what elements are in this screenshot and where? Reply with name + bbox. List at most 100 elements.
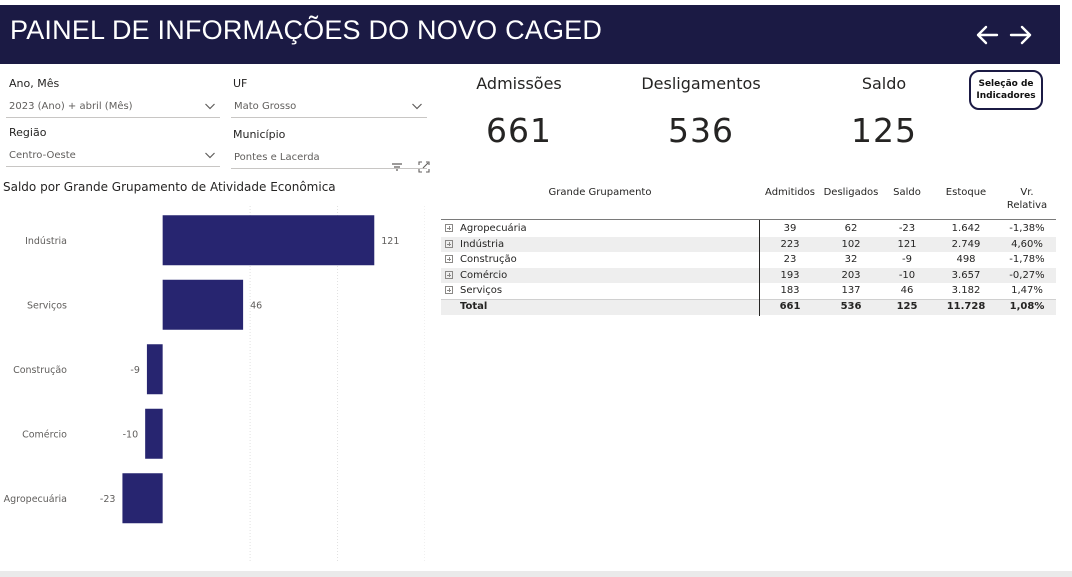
- kpi-admissoes-label: Admissões: [476, 74, 562, 93]
- bar[interactable]: [146, 344, 163, 395]
- chevron-down-icon: [411, 100, 423, 112]
- expand-plus-icon[interactable]: [445, 224, 453, 232]
- table-cell-saldo: -23: [898, 223, 916, 234]
- data-label: -9: [130, 365, 139, 376]
- table-total-rule: [441, 298, 1056, 300]
- chevron-down-icon: [204, 100, 216, 112]
- table-cell-saldo: 125: [896, 301, 918, 312]
- expand-plus-icon[interactable]: [445, 270, 453, 279]
- table-header-estoque: Estoque: [945, 187, 987, 198]
- table-cell-desligados: 62: [844, 223, 858, 234]
- table-header-admitidos: Admitidos: [765, 187, 815, 198]
- filter-uf-dropdown[interactable]: Mato Grosso: [231, 96, 427, 118]
- data-label: 46: [250, 300, 262, 311]
- filter-ano-mes-label: Ano, Mês: [9, 77, 60, 90]
- kpi-saldo-value: 125: [851, 111, 917, 150]
- focus-mode-icon[interactable]: [417, 160, 431, 174]
- filter-uf-label: UF: [233, 77, 248, 90]
- table-cell-estoque: 3.657: [951, 269, 981, 281]
- table-row[interactable]: Indústria 223 102 121 2.749 4,60%: [441, 236, 1056, 253]
- expand-plus-icon[interactable]: [445, 286, 453, 295]
- table-cell-estoque: 3.182: [951, 285, 981, 297]
- table-cell-admitidos: 39: [783, 223, 797, 234]
- table-cell-estoque: 498: [956, 254, 976, 266]
- table-row[interactable]: Construção 23 32 -9 498 -1,78%: [441, 252, 1056, 268]
- kpi-saldo-label: Saldo: [861, 74, 907, 93]
- table-row[interactable]: Serviços 183 137 46 3.182 1,47%: [441, 283, 1056, 299]
- table-cell-vr: -1,78%: [1009, 254, 1045, 266]
- table-cell-vr: 1,08%: [1009, 301, 1045, 312]
- table-cell-desligados: 536: [840, 301, 862, 312]
- table-cell-grupo: Total: [460, 301, 488, 312]
- indicator-selection-button[interactable]: Seleção de Indicadores: [969, 70, 1043, 110]
- bar[interactable]: [162, 279, 244, 330]
- category-label: Serviços: [27, 300, 67, 311]
- category-label: Comércio: [22, 429, 67, 440]
- table-cell-saldo: 46: [900, 285, 914, 297]
- table-header-vr: Vr. Relativa: [1000, 186, 1054, 212]
- page-title: PAINEL DE INFORMAÇÕES DO NOVO CAGED: [10, 15, 603, 45]
- data-label: 121: [381, 236, 399, 247]
- table-header-grupo: Grande Grupamento: [548, 187, 652, 198]
- table-cell-estoque: 1.642: [951, 223, 981, 234]
- table-cell-admitidos: 193: [780, 269, 800, 281]
- table-cell-desligados: 102: [841, 238, 861, 250]
- expand-plus-icon[interactable]: [445, 239, 453, 248]
- header-bar: PAINEL DE INFORMAÇÕES DO NOVO CAGED: [0, 5, 1060, 64]
- table-header-rule: [441, 219, 1056, 220]
- filter-ano-mes-value: 2023 (Ano) + abril (Mês): [9, 101, 133, 112]
- bar[interactable]: [122, 473, 163, 524]
- table-cell-vr: 4,60%: [1011, 238, 1043, 250]
- table-cell-vr: -1,38%: [1009, 223, 1045, 234]
- kpi-desligamentos-value: 536: [668, 111, 734, 150]
- table-cell-estoque: 2.749: [951, 238, 981, 250]
- chart-title: Saldo por Grande Grupamento de Atividade…: [3, 180, 336, 194]
- data-label: -23: [100, 494, 116, 505]
- category-label: Construção: [13, 365, 67, 376]
- filter-ano-mes-dropdown[interactable]: 2023 (Ano) + abril (Mês): [6, 96, 220, 118]
- table-cell-grupo: Serviços: [460, 285, 503, 297]
- table-cell-saldo: -9: [902, 254, 912, 266]
- table-header-vr-line2: Relativa: [1006, 200, 1048, 211]
- table-cell-grupo: Indústria: [460, 238, 505, 250]
- filter-municipio-dropdown[interactable]: Pontes e Lacerda: [231, 147, 427, 169]
- table-total-row: Total 661 536 125 11.728 1,08%: [441, 299, 1056, 315]
- table-header-vr-line1: Vr.: [1020, 187, 1034, 198]
- filter-icon[interactable]: [390, 160, 404, 174]
- table-header-saldo: Saldo: [893, 187, 921, 198]
- bar[interactable]: [145, 408, 163, 459]
- filter-municipio-value: Pontes e Lacerda: [234, 152, 320, 163]
- saldo-bar-chart: Indústria 121 Serviços 46 Construção -9 Comérc…: [4, 206, 425, 562]
- table-cell-estoque: 11.728: [946, 301, 986, 312]
- expand-plus-icon[interactable]: [445, 255, 453, 264]
- table-cell-admitidos: 23: [783, 254, 797, 266]
- data-label: -10: [123, 429, 139, 440]
- table-cell-saldo: -10: [898, 269, 916, 281]
- table-cell-desligados: 32: [844, 254, 858, 266]
- right-gutter: [1060, 0, 1072, 577]
- table-cell-vr: -0,27%: [1009, 269, 1045, 281]
- table-cell-grupo: Construção: [460, 254, 517, 266]
- table-cell-desligados: 203: [841, 269, 861, 281]
- category-label: Agropecuária: [4, 494, 67, 505]
- table-cell-grupo: Comércio: [460, 269, 508, 281]
- chevron-down-icon: [204, 149, 216, 161]
- table-header-desligados: Desligados: [823, 187, 879, 198]
- back-arrow-icon[interactable]: [974, 22, 1000, 48]
- table-cell-admitidos: 223: [780, 238, 800, 250]
- bar[interactable]: [162, 215, 375, 266]
- forward-arrow-icon[interactable]: [1008, 22, 1034, 48]
- bottom-scroll-area: [0, 571, 1072, 577]
- table-cell-admitidos: 661: [779, 301, 801, 312]
- table-cell-admitidos: 183: [780, 285, 800, 297]
- category-label: Indústria: [25, 236, 67, 247]
- table-cell-grupo: Agropecuária: [460, 223, 527, 234]
- table-row[interactable]: Agropecuária 39 62 -23 1.642 -1,38%: [441, 221, 1056, 237]
- filter-regiao-value: Centro-Oeste: [9, 150, 76, 161]
- filter-regiao-label: Região: [9, 126, 47, 139]
- table-cell-desligados: 137: [841, 285, 861, 297]
- filter-regiao-dropdown[interactable]: Centro-Oeste: [6, 145, 220, 167]
- table-row[interactable]: Comércio 193 203 -10 3.657 -0,27%: [441, 267, 1056, 284]
- kpi-admissoes-value: 661: [486, 111, 552, 150]
- table-column-divider: [759, 220, 760, 316]
